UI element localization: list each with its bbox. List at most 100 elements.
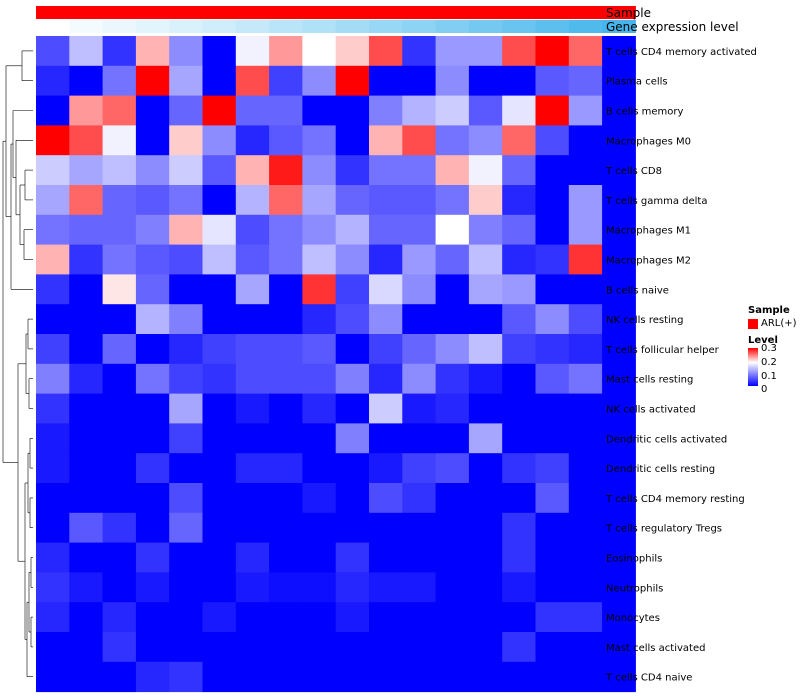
heatmap-cell <box>335 185 370 216</box>
heatmap-cell <box>169 334 203 365</box>
heatmap-cell <box>102 602 137 633</box>
heatmap-cell <box>202 155 237 186</box>
expression-annotation-cell <box>102 20 137 33</box>
heatmap-cell <box>369 632 403 663</box>
heatmap-cell <box>568 483 603 514</box>
heatmap-cell <box>402 602 437 633</box>
heatmap-cell <box>402 423 437 454</box>
sample-legend-swatch <box>748 319 758 329</box>
heatmap-cell <box>502 423 536 454</box>
heatmap-cell <box>102 274 137 305</box>
heatmap-cell <box>568 125 603 156</box>
heatmap-cell <box>335 393 370 424</box>
heatmap-cell <box>235 602 270 633</box>
heatmap-cell <box>169 393 203 424</box>
heatmap-cell <box>468 95 503 126</box>
heatmap-cell <box>435 185 470 216</box>
heatmap-cell <box>135 512 170 544</box>
heatmap-cell <box>335 423 370 454</box>
heatmap-cell <box>36 542 70 573</box>
heatmap-cell <box>169 65 203 97</box>
heatmap-cell <box>468 304 503 335</box>
heatmap-cell <box>202 393 237 424</box>
heatmap-cell <box>235 125 270 156</box>
heatmap-cell <box>602 602 636 633</box>
heatmap-cell <box>468 36 503 67</box>
sample-annotation-cell <box>335 6 370 19</box>
heatmap-cell <box>302 632 337 663</box>
heatmap-cell <box>202 185 237 216</box>
heatmap-cell <box>369 661 403 693</box>
heatmap-cell <box>369 244 403 275</box>
heatmap-cell <box>435 244 470 275</box>
heatmap-cell <box>435 602 470 633</box>
heatmap-cell <box>369 274 403 305</box>
heatmap-cell <box>335 572 370 603</box>
row-label: Eosinophils <box>606 554 662 565</box>
row-label: Monocytes <box>606 613 660 624</box>
heatmap-cell <box>568 244 603 275</box>
heatmap-cell <box>468 155 503 186</box>
heatmap-cell <box>369 363 403 395</box>
heatmap-cell <box>269 363 303 395</box>
heatmap-cell <box>402 661 437 693</box>
row-labels: T cells CD4 memory activated Plasma cells… <box>605 47 757 684</box>
heatmap-cell <box>602 363 636 395</box>
heatmap-cell <box>568 542 603 573</box>
heatmap-cell <box>502 274 536 305</box>
heatmap-cell <box>402 155 437 186</box>
heatmap-cell <box>202 274 237 305</box>
heatmap-cell <box>235 393 270 424</box>
sample-annotation-cell <box>202 6 237 19</box>
heatmap-cell <box>169 244 203 275</box>
heatmap-cell <box>269 155 303 186</box>
heatmap-cell <box>535 214 570 246</box>
heatmap-cell <box>369 423 403 454</box>
heatmap-cell <box>302 274 337 305</box>
heatmap-cell <box>435 661 470 693</box>
heatmap-cell <box>302 214 337 246</box>
heatmap-cell <box>602 483 636 514</box>
heatmap-cell <box>502 602 536 633</box>
heatmap-cell <box>568 512 603 544</box>
heatmap-cell <box>568 632 603 663</box>
heatmap-cell <box>468 334 503 365</box>
level-tick-0.3: 0.3 <box>761 343 777 354</box>
heatmap-cell <box>568 661 603 693</box>
heatmap-cell <box>435 393 470 424</box>
expression-annotation-cell <box>568 20 603 33</box>
heatmap-cell <box>36 632 70 663</box>
heatmap-cell <box>202 363 237 395</box>
heatmap-cell <box>602 304 636 335</box>
heatmap-cell <box>402 65 437 97</box>
heatmap-cell <box>402 95 437 126</box>
heatmap-cell <box>302 185 337 216</box>
row-label: B cells naive <box>606 285 669 296</box>
heatmap-cell <box>69 274 104 305</box>
heatmap-cell <box>369 453 403 484</box>
heatmap-cell <box>302 602 337 633</box>
heatmap-cell <box>69 661 104 693</box>
heatmap-cell <box>169 542 203 573</box>
heatmap-cell <box>269 602 303 633</box>
heatmap-cell <box>235 304 270 335</box>
heatmap-cell <box>602 393 636 424</box>
heatmap-cell <box>502 363 536 395</box>
heatmap-cell <box>202 65 237 97</box>
heatmap-cell <box>568 423 603 454</box>
heatmap-cell <box>468 602 503 633</box>
heatmap-cell <box>269 95 303 126</box>
heatmap-cell <box>335 542 370 573</box>
heatmap-cell <box>369 304 403 335</box>
heatmap-cell <box>502 214 536 246</box>
heatmap-cell <box>102 512 137 544</box>
heatmap-cell <box>435 36 470 67</box>
heatmap-cell <box>602 36 636 67</box>
heatmap-cell <box>102 304 137 335</box>
heatmap-cells <box>36 36 636 693</box>
heatmap-cell <box>169 274 203 305</box>
heatmap-cell <box>302 542 337 573</box>
heatmap-cell <box>468 632 503 663</box>
heatmap-cell <box>535 542 570 573</box>
heatmap-cell <box>269 542 303 573</box>
